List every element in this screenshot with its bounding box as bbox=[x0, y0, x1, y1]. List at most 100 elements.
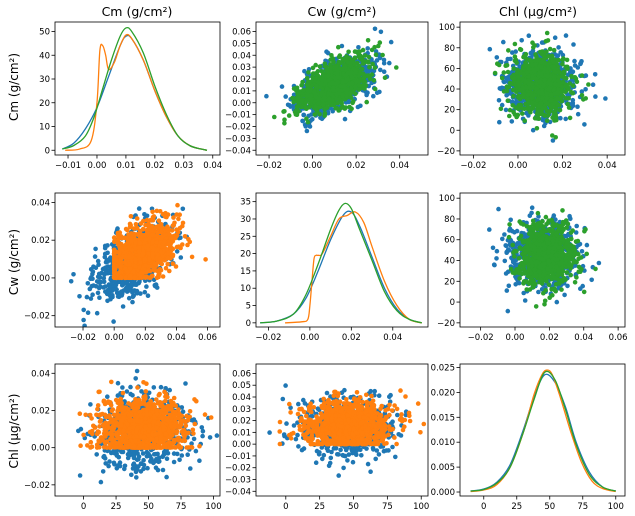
scatter-point bbox=[326, 91, 331, 96]
scatter-point bbox=[494, 248, 500, 254]
x-tick-label: 0.02 bbox=[136, 333, 155, 343]
scatter-point bbox=[131, 288, 137, 293]
scatter-point bbox=[123, 254, 129, 259]
scatter-point bbox=[370, 61, 376, 67]
scatter-point bbox=[563, 116, 568, 122]
scatter-point bbox=[159, 229, 164, 235]
scatter-point bbox=[90, 292, 95, 298]
scatter-point bbox=[288, 104, 293, 109]
scatter-point bbox=[537, 64, 542, 69]
scatter-point bbox=[111, 287, 116, 292]
scatter-point bbox=[527, 57, 533, 63]
scatter-point bbox=[146, 225, 152, 230]
scatter-point bbox=[294, 112, 300, 117]
scatter-point bbox=[92, 254, 98, 259]
scatter-point bbox=[530, 48, 536, 54]
scatter-point bbox=[143, 237, 148, 242]
scatter-point bbox=[290, 95, 295, 101]
scatter-point bbox=[314, 107, 319, 113]
scatter-point bbox=[559, 74, 564, 79]
scatter-point bbox=[320, 77, 325, 83]
scatter-point bbox=[145, 243, 151, 248]
scatter-point bbox=[330, 88, 336, 93]
panel-cm-vs-chl-frame bbox=[459, 21, 626, 156]
scatter-point bbox=[124, 279, 129, 284]
y-tick-label: 30 bbox=[39, 75, 50, 85]
scatter-point bbox=[180, 220, 186, 226]
scatter-point bbox=[511, 93, 516, 99]
scatter-point bbox=[94, 310, 100, 316]
scatter-point bbox=[539, 40, 545, 45]
scatter-point bbox=[563, 33, 569, 38]
column-title-cm: Cm (g/cm²) bbox=[102, 4, 173, 19]
scatter-point bbox=[130, 294, 136, 300]
scatter-point bbox=[126, 232, 131, 237]
x-tick-label: 0.04 bbox=[203, 161, 222, 171]
scatter-point bbox=[313, 62, 319, 68]
scatter-point bbox=[143, 263, 148, 268]
scatter-point bbox=[559, 89, 564, 94]
scatter-point bbox=[552, 100, 557, 105]
scatter-point bbox=[349, 106, 354, 111]
scatter-point bbox=[321, 95, 327, 100]
y-tick-label: 10 bbox=[39, 123, 50, 133]
scatter-point bbox=[101, 275, 107, 281]
scatter-point bbox=[512, 54, 518, 59]
scatter-point bbox=[148, 275, 153, 280]
y-tick-label: 0.05 bbox=[232, 39, 251, 49]
scatter-point bbox=[150, 239, 155, 245]
scatter-point bbox=[556, 57, 561, 63]
scatter-point bbox=[504, 84, 510, 90]
scatter-point bbox=[322, 61, 328, 67]
scatter-point bbox=[136, 206, 142, 211]
scatter-point bbox=[582, 122, 587, 127]
y-tick-label: 30 bbox=[240, 215, 251, 225]
scatter-point bbox=[549, 92, 554, 97]
scatter-point bbox=[107, 268, 112, 273]
scatter-point bbox=[503, 107, 509, 113]
scatter-point bbox=[306, 105, 312, 110]
scatter-point bbox=[544, 30, 550, 36]
scatter-point bbox=[146, 246, 151, 252]
scatter-point bbox=[526, 80, 531, 85]
scatter-point bbox=[97, 295, 102, 301]
scatter-point bbox=[140, 251, 146, 257]
y-tick-label: 20 bbox=[39, 99, 50, 109]
scatter-point bbox=[304, 116, 309, 121]
scatter-point bbox=[552, 81, 558, 87]
scatter-point bbox=[320, 102, 326, 108]
scatter-series-1 bbox=[272, 38, 399, 126]
scatter-point bbox=[579, 73, 585, 78]
scatter-point bbox=[127, 254, 132, 260]
scatter-point bbox=[336, 44, 341, 50]
scatter-point bbox=[603, 96, 608, 101]
scatter-point bbox=[378, 67, 383, 73]
density-line-green bbox=[260, 202, 422, 324]
scatter-point bbox=[492, 70, 498, 76]
scatter-point bbox=[312, 89, 317, 95]
scatter-point bbox=[127, 261, 132, 267]
y-tick-label: 0.04 bbox=[232, 51, 251, 61]
scatter-point bbox=[358, 103, 363, 109]
scatter-point bbox=[556, 45, 561, 50]
scatter-point bbox=[304, 128, 310, 134]
scatter-point bbox=[545, 73, 550, 79]
scatter-point bbox=[122, 245, 128, 251]
scatter-point bbox=[502, 258, 508, 264]
scatter-point bbox=[166, 242, 172, 247]
panel-cw-vs-cw-x-axis: −0.02 0.00 0.02 0.04 bbox=[255, 327, 402, 343]
scatter-point bbox=[357, 72, 363, 77]
scatter-point bbox=[366, 54, 372, 60]
scatter-point bbox=[84, 294, 90, 300]
scatter-point bbox=[178, 245, 183, 251]
panel-cm-vs-chl-x-axis: −0.02 0.00 0.02 0.04 bbox=[460, 155, 617, 171]
x-tick-label: 0.00 bbox=[509, 161, 528, 171]
panel-cw-vs-cw-frame bbox=[255, 192, 429, 328]
scatter-point bbox=[304, 75, 310, 81]
scatter-point bbox=[105, 298, 110, 304]
scatter-point bbox=[367, 64, 372, 70]
scatter-point bbox=[505, 56, 511, 62]
scatter-point bbox=[352, 49, 358, 54]
scatter-point bbox=[380, 52, 385, 58]
